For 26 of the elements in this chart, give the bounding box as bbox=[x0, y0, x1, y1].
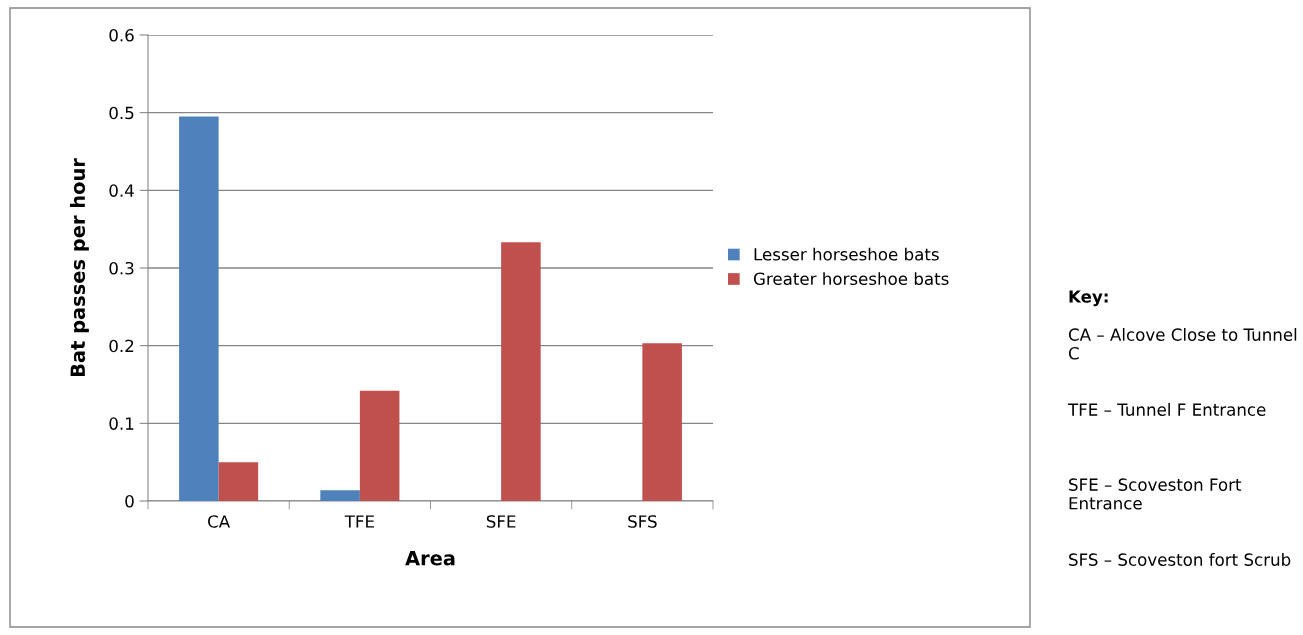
x-axis-title: Area bbox=[405, 551, 455, 566]
bar bbox=[218, 462, 259, 501]
legend-label: Greater horseshoe bats bbox=[753, 272, 949, 286]
x-tick-label: SFS bbox=[628, 515, 657, 528]
y-tick-label: 0.1 bbox=[109, 417, 134, 430]
y-tick-label: 0 bbox=[125, 494, 134, 508]
text: TFE – Tunnel F Entrance bbox=[1067, 403, 1266, 416]
bar bbox=[642, 343, 682, 501]
legend-label: Lesser horseshoe bats bbox=[754, 247, 939, 261]
bar bbox=[359, 390, 400, 501]
x-tick-label: SFE bbox=[486, 515, 516, 528]
y-tick-label: 0.6 bbox=[109, 28, 134, 42]
x-tick-label: TFE bbox=[344, 515, 374, 528]
y-axis-title: Bat passes per hour bbox=[70, 158, 89, 377]
bar bbox=[320, 490, 360, 501]
text: Key: bbox=[1069, 290, 1108, 307]
bar bbox=[501, 242, 541, 501]
y-tick-label: 0.4 bbox=[109, 184, 134, 197]
text: SFS – Scoveston fort Scrub bbox=[1069, 553, 1291, 566]
y-tick-label: 0.3 bbox=[109, 261, 134, 275]
text: CA – Alcove Close to Tunnel C bbox=[1068, 328, 1297, 360]
y-tick-label: 0.2 bbox=[109, 339, 134, 353]
y-tick-label: 0.5 bbox=[109, 106, 134, 120]
text: SFE – Scoveston Fort Entrance bbox=[1069, 478, 1242, 510]
bar bbox=[179, 116, 219, 501]
x-tick-label: CA bbox=[208, 515, 231, 528]
